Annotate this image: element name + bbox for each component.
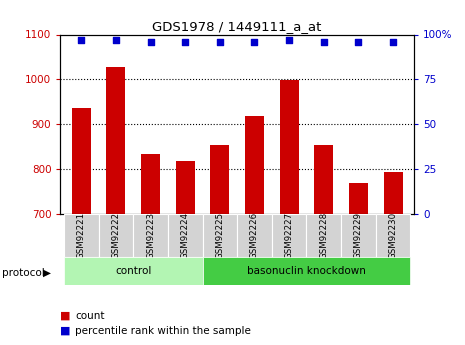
Point xyxy=(286,37,293,43)
Bar xyxy=(210,145,229,214)
Point xyxy=(320,39,327,45)
Text: protocol: protocol xyxy=(2,268,45,277)
Bar xyxy=(133,214,168,257)
Text: percentile rank within the sample: percentile rank within the sample xyxy=(75,326,251,335)
Bar xyxy=(176,161,195,214)
Text: GSM92228: GSM92228 xyxy=(319,212,328,259)
Bar xyxy=(272,214,306,257)
Text: ▶: ▶ xyxy=(43,268,51,277)
Text: GSM92230: GSM92230 xyxy=(389,212,398,259)
Bar xyxy=(202,257,411,285)
Point xyxy=(78,37,85,43)
Point xyxy=(251,39,258,45)
Text: GSM92222: GSM92222 xyxy=(112,212,120,259)
Point xyxy=(181,39,189,45)
Bar xyxy=(237,214,272,257)
Bar xyxy=(376,214,411,257)
Text: GSM92223: GSM92223 xyxy=(146,212,155,259)
Bar xyxy=(72,108,91,214)
Bar xyxy=(384,172,403,214)
Point xyxy=(216,39,224,45)
Text: GSM92227: GSM92227 xyxy=(285,212,293,259)
Point xyxy=(112,37,120,43)
Bar xyxy=(99,214,133,257)
Point xyxy=(389,39,397,45)
Point xyxy=(147,39,154,45)
Text: control: control xyxy=(115,266,152,276)
Bar xyxy=(64,257,202,285)
Bar xyxy=(306,214,341,257)
Text: GSM92221: GSM92221 xyxy=(77,212,86,259)
Text: basonuclin knockdown: basonuclin knockdown xyxy=(247,266,366,276)
Text: GSM92229: GSM92229 xyxy=(354,212,363,259)
Title: GDS1978 / 1449111_a_at: GDS1978 / 1449111_a_at xyxy=(153,20,322,33)
Bar xyxy=(168,214,202,257)
Bar xyxy=(279,80,299,214)
Text: ■: ■ xyxy=(60,326,71,335)
Bar xyxy=(106,67,126,214)
Bar xyxy=(64,214,99,257)
Text: GSM92224: GSM92224 xyxy=(181,212,190,259)
Bar xyxy=(141,154,160,214)
Bar xyxy=(202,214,237,257)
Point xyxy=(355,39,362,45)
Text: GSM92226: GSM92226 xyxy=(250,212,259,259)
Text: GSM92225: GSM92225 xyxy=(215,212,224,259)
Bar xyxy=(314,145,333,214)
Text: ■: ■ xyxy=(60,311,71,321)
Bar xyxy=(341,214,376,257)
Text: count: count xyxy=(75,311,105,321)
Bar xyxy=(245,116,264,214)
Bar xyxy=(349,183,368,214)
